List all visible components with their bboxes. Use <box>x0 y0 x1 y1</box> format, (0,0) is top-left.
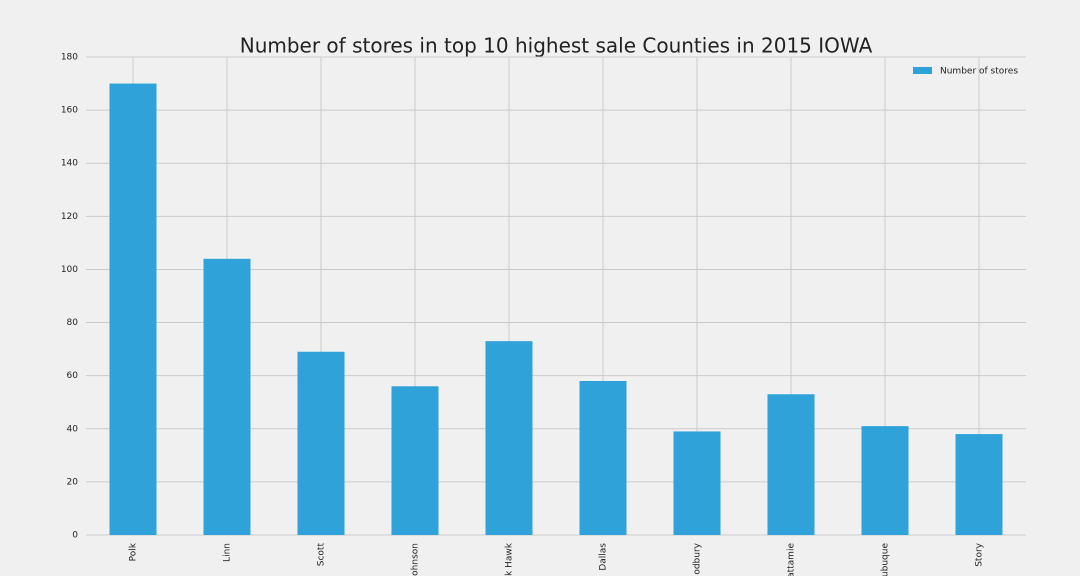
x-tick-label: Linn <box>223 543 233 562</box>
y-tick-label: 20 <box>67 477 79 487</box>
x-tick-label: ohnson <box>411 543 421 576</box>
y-tick-label: 160 <box>61 106 78 116</box>
x-tick-label: Scott <box>317 543 327 567</box>
x-tick-label: Polk <box>129 542 139 561</box>
y-tick-label: 80 <box>67 318 79 328</box>
y-tick-label: 180 <box>61 53 78 63</box>
y-tick-label: 120 <box>61 212 78 222</box>
bar <box>109 83 157 536</box>
x-tick-label: Dallas <box>599 543 609 571</box>
x-tick-label: odbury <box>693 542 703 574</box>
x-tick-label: attamie <box>787 543 797 576</box>
bar <box>485 341 533 535</box>
bar <box>391 386 439 535</box>
y-tick-label: 0 <box>72 531 78 541</box>
bar <box>203 258 251 535</box>
bar <box>861 426 909 535</box>
bar <box>955 434 1003 535</box>
legend-swatch <box>913 67 932 74</box>
y-tick-label: 140 <box>61 159 78 169</box>
bar <box>673 431 721 535</box>
chart-title: Number of stores in top 10 highest sale … <box>240 34 873 58</box>
bar <box>297 351 345 535</box>
x-tick-label: ubuque <box>881 543 891 576</box>
x-tick-label: Story <box>975 542 985 566</box>
y-tick-label: 100 <box>61 265 78 275</box>
legend-label: Number of stores <box>940 67 1018 77</box>
bar <box>579 380 627 535</box>
y-tick-label: 40 <box>67 424 79 434</box>
bar <box>767 394 815 535</box>
x-tick-label: k Hawk <box>505 542 515 576</box>
y-tick-label: 60 <box>67 371 79 381</box>
